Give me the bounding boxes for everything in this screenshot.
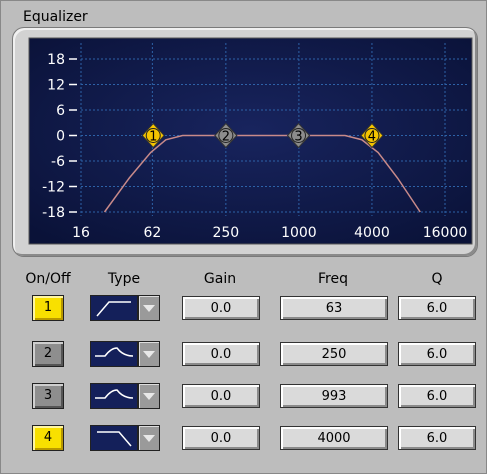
band-marker-label: 2 bbox=[222, 130, 230, 145]
filter-type-icon[interactable] bbox=[90, 383, 138, 409]
band-marker-center bbox=[145, 128, 161, 143]
band-marker-label: 1 bbox=[149, 130, 157, 145]
band-marker-label: 4 bbox=[368, 130, 376, 145]
on-off-button[interactable]: 3 bbox=[32, 383, 64, 409]
plot-area bbox=[28, 37, 473, 245]
dropdown-arrow bbox=[143, 435, 155, 442]
x-tick-label: 1000 bbox=[281, 225, 317, 241]
freq-field[interactable]: 63 bbox=[280, 296, 388, 320]
filter-shape bbox=[97, 431, 132, 447]
filter-shape bbox=[96, 301, 131, 317]
type-dropdown[interactable] bbox=[138, 295, 160, 321]
y-tick-label: -12 bbox=[42, 180, 65, 196]
column-header: Gain bbox=[203, 271, 237, 287]
y-tick-label: -18 bbox=[42, 205, 65, 221]
dropdown-arrow bbox=[143, 393, 155, 400]
y-tick-label: 0 bbox=[56, 129, 65, 145]
on-off-button[interactable]: 4 bbox=[32, 425, 64, 451]
y-tick-label: 18 bbox=[47, 52, 65, 68]
band-marker-center bbox=[218, 128, 234, 143]
freq-field[interactable]: 993 bbox=[280, 384, 388, 408]
window-title: Equalizer bbox=[23, 9, 88, 25]
band-marker-center bbox=[291, 128, 307, 143]
type-dropdown[interactable] bbox=[138, 425, 160, 451]
dropdown-triangle bbox=[143, 351, 155, 358]
gain-field[interactable]: 0.0 bbox=[182, 342, 260, 366]
y-tick-label: 6 bbox=[56, 103, 65, 119]
on-off-button[interactable]: 2 bbox=[32, 341, 64, 367]
gain-field[interactable]: 0.0 bbox=[182, 384, 260, 408]
x-tick-label: 4000 bbox=[354, 225, 390, 241]
y-tick-label: 12 bbox=[47, 78, 65, 94]
filter-shape-line bbox=[96, 301, 131, 317]
filter-type-icon[interactable] bbox=[90, 425, 138, 451]
eq-curve bbox=[103, 134, 421, 213]
dropdown-triangle bbox=[143, 435, 155, 442]
band-marker-center bbox=[364, 128, 380, 143]
gain-field[interactable]: 0.0 bbox=[182, 296, 260, 320]
column-header: Freq bbox=[318, 271, 348, 287]
dropdown-triangle bbox=[143, 393, 155, 400]
x-tick-label: 16000 bbox=[423, 225, 468, 241]
q-field[interactable]: 6.0 bbox=[398, 426, 476, 450]
q-field[interactable]: 6.0 bbox=[398, 384, 476, 408]
q-field[interactable]: 6.0 bbox=[398, 342, 476, 366]
y-tick-label: -6 bbox=[51, 154, 65, 170]
filter-type-icon[interactable] bbox=[90, 295, 138, 321]
type-dropdown[interactable] bbox=[138, 341, 160, 367]
freq-field[interactable]: 4000 bbox=[280, 426, 388, 450]
filter-shape-line bbox=[95, 347, 134, 357]
column-header: On/Off bbox=[25, 271, 71, 287]
dropdown-arrow bbox=[143, 305, 155, 312]
dropdown-triangle bbox=[143, 305, 155, 312]
x-tick-label: 16 bbox=[72, 225, 90, 241]
filter-type-icon[interactable] bbox=[90, 341, 138, 367]
on-off-button[interactable]: 1 bbox=[32, 295, 64, 321]
filter-shape bbox=[95, 347, 134, 357]
band-marker-label: 3 bbox=[294, 130, 302, 145]
filter-shape-line bbox=[95, 389, 134, 399]
filter-shape bbox=[95, 389, 134, 399]
column-header: Q bbox=[431, 271, 443, 287]
gain-field[interactable]: 0.0 bbox=[182, 426, 260, 450]
x-tick-label: 62 bbox=[143, 225, 161, 241]
x-tick-label: 250 bbox=[212, 225, 239, 241]
dropdown-arrow bbox=[143, 351, 155, 358]
column-header: Type bbox=[107, 271, 141, 287]
q-field[interactable]: 6.0 bbox=[398, 296, 476, 320]
type-dropdown[interactable] bbox=[138, 383, 160, 409]
freq-field[interactable]: 250 bbox=[280, 342, 388, 366]
filter-shape-line bbox=[97, 431, 132, 447]
